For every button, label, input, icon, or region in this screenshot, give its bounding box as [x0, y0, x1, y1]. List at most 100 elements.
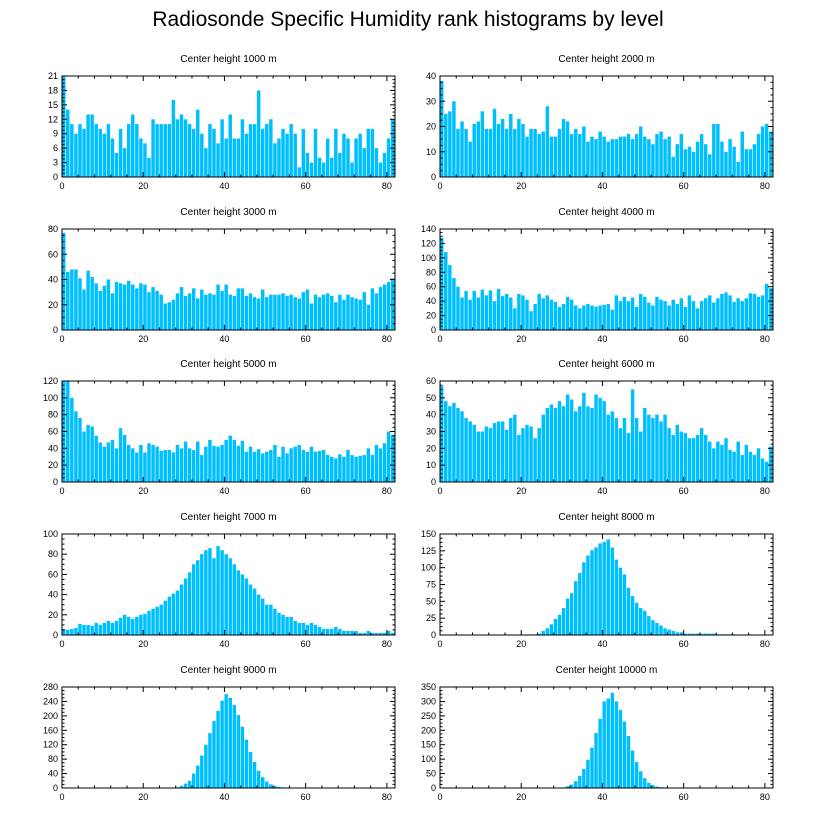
histogram-bar — [94, 435, 98, 482]
histogram-bar — [699, 633, 704, 635]
histogram-bar — [476, 121, 481, 177]
histogram-bar — [744, 298, 749, 330]
histogram-bar — [244, 451, 249, 482]
histogram-bar — [366, 630, 371, 635]
histogram-bar — [82, 289, 86, 330]
histogram-bar — [163, 450, 167, 482]
histogram-bar — [346, 138, 350, 177]
histogram-bar — [66, 271, 70, 330]
histogram-bar — [354, 630, 358, 635]
histogram-bar — [647, 139, 651, 178]
histogram-bar — [565, 394, 570, 482]
histogram-bar — [602, 542, 606, 635]
histogram-bar — [334, 302, 338, 330]
histogram-bar — [244, 133, 249, 177]
histogram-bar — [582, 562, 586, 635]
histogram-bar — [236, 445, 241, 482]
histogram-bar — [78, 418, 82, 482]
histogram-bar — [614, 418, 619, 482]
histogram-bar — [626, 134, 631, 177]
histogram-bar — [679, 134, 684, 177]
histogram-bar — [578, 406, 582, 482]
histogram-bar — [671, 299, 675, 330]
histogram-bar — [208, 548, 212, 635]
histogram-bar — [175, 590, 180, 635]
histogram-bar — [118, 283, 123, 330]
histogram-bar — [325, 455, 330, 482]
panel-title: Center height 10000 m — [556, 665, 658, 676]
histogram-bar — [224, 439, 228, 482]
histogram-bar — [102, 622, 107, 635]
histogram-bar — [200, 554, 204, 635]
histogram-bar — [456, 286, 460, 330]
histogram-bar — [220, 550, 224, 635]
histogram-bar — [594, 394, 598, 482]
histogram-bar — [638, 431, 643, 482]
histogram-bar — [448, 265, 452, 330]
histogram-bar — [606, 304, 610, 330]
histogram-bar — [196, 298, 200, 330]
histogram-bar — [651, 144, 655, 177]
histogram-bar — [208, 733, 212, 788]
y-tick-label: 200 — [43, 711, 58, 721]
histogram-bar — [602, 701, 606, 788]
histogram-bar — [695, 308, 700, 330]
y-tick-label: 0 — [53, 325, 58, 335]
histogram-bar — [752, 455, 757, 482]
histogram-bar — [728, 139, 732, 178]
histogram-bar — [744, 444, 749, 482]
histogram-bar — [346, 630, 350, 635]
histogram-bar — [736, 298, 740, 330]
histogram-bar — [594, 547, 598, 635]
histogram-bar — [720, 293, 724, 330]
histogram-bar — [293, 446, 297, 482]
histogram-bar — [545, 106, 550, 177]
histogram-bar — [330, 456, 334, 482]
y-tick-label: 60 — [426, 376, 436, 386]
histogram-bar — [297, 298, 301, 330]
histogram-bar — [553, 618, 558, 635]
histogram-bar — [171, 299, 176, 330]
histogram-bar — [220, 119, 224, 177]
histogram-bar — [582, 392, 586, 482]
histogram-bar — [382, 443, 387, 482]
histogram-bar — [240, 288, 245, 330]
y-tick-label: 0 — [53, 172, 58, 182]
histogram-bar — [370, 632, 375, 635]
histogram-bar — [179, 785, 184, 788]
histogram-panel: Center height 3000 m 0 20 40 60 80 0 20 40 60 80 — [48, 207, 396, 344]
histogram-bar — [317, 626, 322, 635]
x-tick-label: 60 — [679, 792, 689, 802]
histogram-bar — [586, 406, 590, 482]
histogram-bar — [691, 438, 696, 482]
histogram-bar — [317, 450, 322, 482]
histogram-bar — [594, 733, 598, 788]
histogram-bar — [683, 633, 688, 635]
histogram-bar — [256, 594, 261, 635]
histogram-bar — [236, 570, 241, 635]
histogram-bar — [732, 146, 736, 177]
histogram-bar — [464, 291, 468, 330]
histogram-bar — [647, 302, 651, 330]
histogram-bar — [460, 121, 464, 177]
y-tick-label: 20 — [48, 460, 58, 470]
histogram-bar — [712, 448, 716, 482]
histogram-bar — [163, 600, 167, 635]
y-tick-label: 0 — [431, 477, 436, 487]
x-tick-label: 40 — [597, 181, 607, 191]
histogram-bar — [244, 295, 249, 330]
histogram-bar — [200, 133, 204, 177]
histogram-panel: Center height 1000 m 0 20 40 60 80 0 3 6 9 12 15 18 2… — [48, 54, 396, 191]
histogram-bar — [236, 288, 241, 330]
histogram-bar — [86, 114, 90, 177]
y-tick-label: 20 — [48, 610, 58, 620]
x-tick-label: 20 — [138, 181, 148, 191]
y-tick-label: 9 — [53, 129, 58, 139]
histogram-bar — [232, 295, 237, 330]
histogram-bar — [764, 461, 769, 482]
histogram-panel: Center height 9000 m 0 20 40 60 80 0 40 80 120 160… — [43, 665, 396, 802]
histogram-bar — [732, 451, 736, 482]
histogram-bar — [118, 128, 123, 177]
y-tick-label: 50 — [426, 769, 436, 779]
histogram-bar — [370, 455, 375, 482]
